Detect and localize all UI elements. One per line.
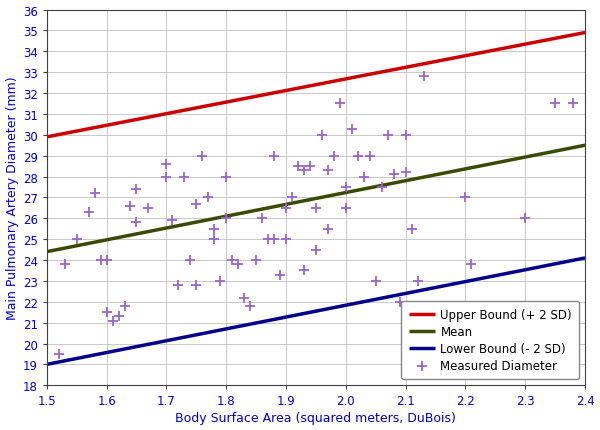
Measured Diameter (323, 167, 332, 174)
Measured Diameter (269, 236, 279, 243)
Measured Diameter (395, 298, 404, 305)
Measured Diameter (353, 153, 362, 160)
Measured Diameter (203, 194, 213, 201)
Measured Diameter (311, 205, 321, 212)
Measured Diameter (419, 74, 428, 80)
Measured Diameter (413, 278, 422, 285)
Measured Diameter (550, 101, 560, 108)
Legend: Upper Bound (+ 2 SD), Mean, Lower Bound (- 2 SD), Measured Diameter: Upper Bound (+ 2 SD), Mean, Lower Bound … (401, 301, 579, 379)
Measured Diameter (329, 153, 338, 160)
Measured Diameter (467, 261, 476, 268)
Measured Diameter (251, 257, 261, 264)
Measured Diameter (197, 153, 207, 160)
Measured Diameter (335, 101, 344, 108)
Measured Diameter (281, 236, 291, 243)
Measured Diameter (191, 282, 201, 289)
Measured Diameter (359, 174, 368, 181)
Measured Diameter (84, 209, 94, 216)
Measured Diameter (401, 169, 410, 176)
Measured Diameter (257, 215, 267, 222)
Measured Diameter (221, 174, 231, 181)
Measured Diameter (131, 219, 141, 226)
Measured Diameter (173, 282, 183, 289)
Measured Diameter (389, 172, 398, 178)
Measured Diameter (311, 246, 321, 253)
Measured Diameter (90, 190, 100, 197)
Measured Diameter (299, 167, 309, 174)
Measured Diameter (263, 236, 273, 243)
Measured Diameter (96, 257, 106, 264)
Measured Diameter (281, 205, 291, 212)
Measured Diameter (60, 261, 70, 268)
Measured Diameter (143, 205, 153, 212)
Measured Diameter (167, 218, 177, 224)
Measured Diameter (131, 186, 141, 193)
Measured Diameter (191, 201, 201, 208)
Measured Diameter (377, 184, 386, 191)
Measured Diameter (54, 351, 64, 358)
Measured Diameter (72, 236, 82, 243)
Measured Diameter (245, 303, 255, 310)
Y-axis label: Main Pulmonary Artery Diameter (mm): Main Pulmonary Artery Diameter (mm) (5, 77, 19, 319)
Measured Diameter (365, 153, 374, 160)
Measured Diameter (269, 153, 279, 160)
Measured Diameter (227, 257, 237, 264)
Measured Diameter (108, 317, 118, 324)
Measured Diameter (102, 257, 112, 264)
Measured Diameter (185, 257, 195, 264)
Measured Diameter (209, 236, 219, 243)
Measured Diameter (383, 132, 392, 139)
Measured Diameter (114, 313, 124, 320)
Measured Diameter (179, 174, 189, 181)
Measured Diameter (371, 278, 380, 285)
Measured Diameter (161, 174, 171, 181)
Measured Diameter (209, 226, 219, 233)
Measured Diameter (215, 278, 225, 285)
Measured Diameter (461, 194, 470, 201)
Measured Diameter (341, 205, 350, 212)
Measured Diameter (317, 132, 326, 139)
Measured Diameter (275, 272, 285, 279)
Measured Diameter (239, 295, 249, 301)
Measured Diameter (323, 226, 332, 233)
Measured Diameter (287, 194, 297, 201)
Measured Diameter (305, 163, 315, 170)
Measured Diameter (120, 303, 130, 310)
Measured Diameter (407, 226, 416, 233)
Measured Diameter (568, 101, 578, 108)
X-axis label: Body Surface Area (squared meters, DuBois): Body Surface Area (squared meters, DuBoi… (175, 412, 457, 424)
Measured Diameter (161, 161, 171, 168)
Measured Diameter (102, 309, 112, 316)
Measured Diameter (401, 132, 410, 139)
Measured Diameter (233, 261, 243, 268)
Measured Diameter (221, 215, 231, 222)
Measured Diameter (520, 215, 530, 222)
Measured Diameter (341, 184, 350, 191)
Measured Diameter (293, 163, 303, 170)
Measured Diameter (347, 126, 356, 133)
Measured Diameter (125, 203, 135, 210)
Measured Diameter (299, 267, 309, 274)
